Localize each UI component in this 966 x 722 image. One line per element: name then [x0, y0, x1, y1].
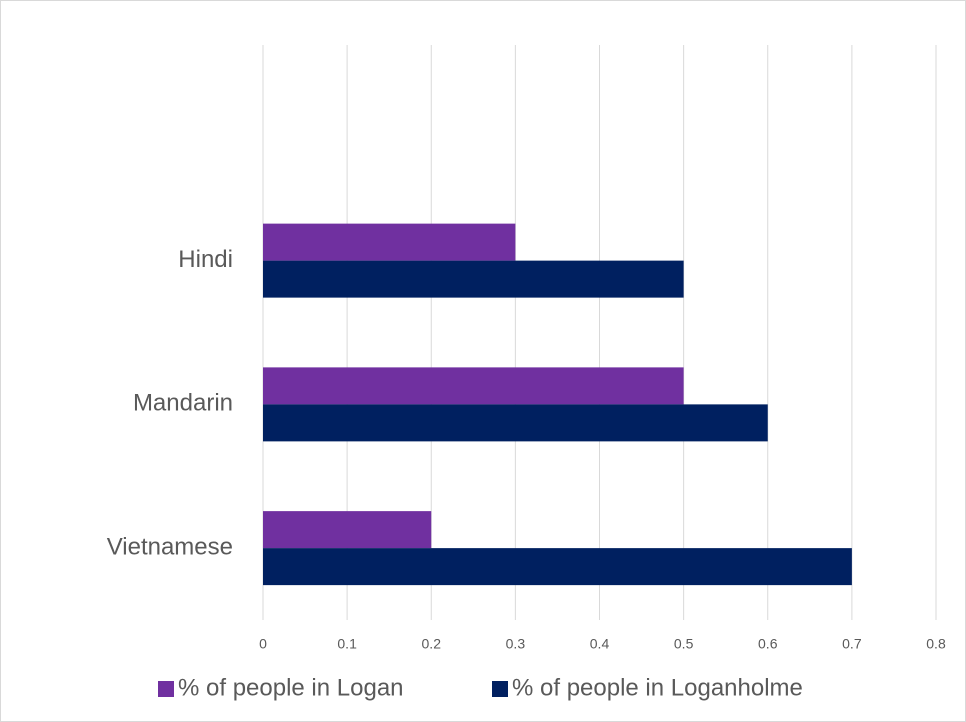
x-tick-label: 0.4 — [590, 636, 610, 652]
bar — [263, 223, 516, 261]
x-tick-label: 0.6 — [758, 636, 778, 652]
x-tick-label: 0.7 — [842, 636, 862, 652]
bar — [263, 548, 852, 586]
y-tick-label: Mandarin — [133, 390, 233, 417]
x-tick-label: 0.1 — [337, 636, 357, 652]
legend-swatch — [492, 681, 508, 697]
y-tick-label: Vietnamese — [107, 533, 233, 560]
x-tick-label: 0.5 — [674, 636, 694, 652]
x-tick-label: 0.8 — [926, 636, 946, 652]
legend-swatch — [158, 681, 174, 697]
x-tick-label: 0.3 — [506, 636, 526, 652]
x-tick-label: 0 — [259, 636, 267, 652]
bar — [263, 404, 768, 442]
bar — [263, 367, 684, 405]
x-tick-label: 0.2 — [422, 636, 442, 652]
y-tick-label: Hindi — [178, 246, 233, 273]
bar — [263, 511, 432, 549]
bar — [263, 260, 684, 298]
legend-label: % of people in Loganholme — [512, 674, 803, 701]
legend-label: % of people in Logan — [178, 674, 404, 701]
